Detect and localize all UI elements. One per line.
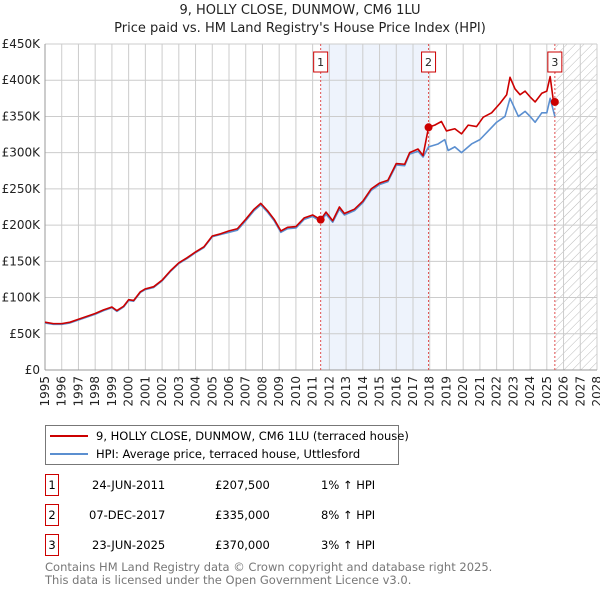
x-tick-label: 2028 [590,376,600,407]
y-tick-label: £350K [2,109,42,123]
sale-hpi-change: 8% ↑ HPI [321,508,376,522]
y-tick-label: £50K [9,327,41,341]
sale-price: £207,500 [215,478,270,492]
property-price-line [44,75,555,325]
sale-date: 23-JUN-2025 [92,538,166,552]
x-tick-label: 2018 [423,376,437,407]
sale-label-box [547,51,563,73]
y-tick-label: £150K [2,254,42,268]
x-tick-label: 2023 [506,376,520,407]
x-tick-label: 1996 [55,376,69,407]
sale-hpi-change: 1% ↑ HPI [321,478,376,492]
x-tick-label: 2005 [205,376,219,407]
y-tick-label: £250K [2,182,42,196]
x-tick-label: 2013 [339,376,353,407]
x-tick-label: 2022 [490,376,504,407]
x-tick-label: 2010 [289,376,303,407]
sale-label: 1 [317,56,324,69]
x-tick-label: 2019 [439,376,453,407]
sale-row: 1 24-JUN-2011 £207,500 1% ↑ HPI [45,474,545,496]
y-tick-label: £200K [2,218,42,232]
x-tick-label: 2015 [373,376,387,407]
x-tick-label: 2016 [389,376,403,407]
x-tick-label: 2001 [138,376,152,407]
x-tick-label: 1995 [38,376,52,407]
x-tick-label: 2020 [456,376,470,407]
y-tick-label: £100K [2,291,42,305]
sale-point [424,123,433,132]
red-line-swatch [50,435,88,437]
x-tick-label: 2024 [523,376,537,407]
x-tick-label: 2011 [306,376,320,407]
sale-label: 3 [551,56,558,69]
x-tick-label: 2007 [239,376,253,407]
price-chart: 1995 1996 1997 1998 1999 2000 2001 2002 2003 2004… [2,37,600,407]
x-tick-label: 2004 [189,376,203,407]
y-tick-label: £0 [25,363,40,377]
x-tick-label: 2021 [473,376,487,407]
x-tick-label: 2014 [356,376,370,407]
footer-copyright: Contains HM Land Registry data © Crown c… [45,560,493,574]
x-tick-label: 2008 [255,376,269,407]
footer: Contains HM Land Registry data © Crown c… [45,561,492,587]
x-tick-label: 2012 [322,376,336,407]
x-tick-label: 2002 [155,376,169,407]
chart-title: 9, HOLLY CLOSE, DUNMOW, CM6 1LU [179,3,421,18]
x-tick-label: 2017 [406,376,420,407]
ownership-shade [320,44,429,370]
legend: 9, HOLLY CLOSE, DUNMOW, CM6 1LU (terrace… [45,425,409,465]
x-tick-label: 2000 [122,376,136,407]
x-tick-label: 2025 [540,376,554,407]
sale-label-box [313,51,329,73]
y-tick-label: £400K [2,73,42,87]
sale-point [316,215,325,224]
x-tick-label: 2026 [557,376,571,407]
sale-row: 2 07-DEC-2017 £335,000 8% ↑ HPI [45,504,545,526]
x-tick-label: 2003 [172,376,186,407]
blue-line-swatch [50,453,88,455]
sale-hpi-change: 3% ↑ HPI [321,538,376,552]
y-tick-label: £300K [2,146,42,160]
sale-price: £335,000 [215,508,270,522]
sale-row: 3 23-JUN-2025 £370,000 3% ↑ HPI [45,534,545,556]
sale-label: 2 [425,56,432,69]
x-tick-label: 1999 [105,376,119,407]
legend-item-hpi: HPI: Average price, terraced house, Uttl… [50,445,360,463]
forecast-hatch [555,44,597,370]
sale-date: 24-JUN-2011 [92,478,166,492]
sale-number-badge: 3 [45,534,59,556]
chart-subtitle: Price paid vs. HM Land Registry's House … [114,21,486,36]
x-tick-label: 2009 [272,376,286,407]
legend-label: 9, HOLLY CLOSE, DUNMOW, CM6 1LU (terrace… [96,429,409,443]
sale-date: 07-DEC-2017 [89,508,166,522]
sale-price: £370,000 [215,538,270,552]
x-tick-label: 2027 [573,376,587,407]
sale-point [550,97,559,106]
footer-licence: This data is licensed under the Open Gov… [45,573,412,587]
sale-number-badge: 1 [45,474,59,496]
legend-label: HPI: Average price, terraced house, Uttl… [96,447,361,461]
legend-item-property: 9, HOLLY CLOSE, DUNMOW, CM6 1LU (terrace… [50,427,409,445]
x-tick-label: 1997 [71,376,85,407]
y-tick-label: £450K [2,37,42,51]
x-tick-label: 1998 [88,376,102,407]
sale-number-badge: 2 [45,504,59,526]
x-tick-label: 2006 [222,376,236,407]
sale-label-box [421,51,437,73]
